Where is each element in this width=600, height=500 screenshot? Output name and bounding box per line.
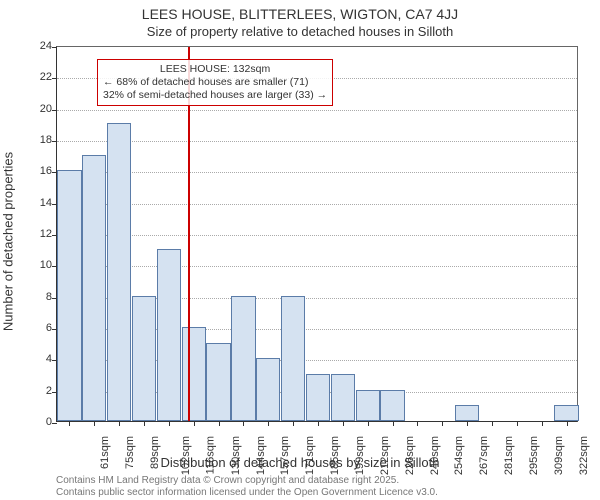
- x-tick: [442, 421, 443, 426]
- x-tick-label: 157sqm: [280, 436, 292, 475]
- x-tick-label: 240sqm: [429, 436, 441, 475]
- x-tick-label: 254sqm: [454, 436, 466, 475]
- bar: [182, 327, 206, 421]
- footer-attribution-2: Contains public sector information licen…: [56, 487, 438, 498]
- bar: [554, 405, 578, 421]
- x-tick-label: 322sqm: [578, 436, 590, 475]
- x-tick: [368, 421, 369, 426]
- x-tick-label: 102sqm: [180, 436, 192, 475]
- x-tick: [393, 421, 394, 426]
- bar: [157, 249, 181, 421]
- x-tick: [144, 421, 145, 426]
- bar: [281, 296, 305, 421]
- y-tick-label: 2: [46, 385, 52, 397]
- gridline: [57, 110, 577, 111]
- y-tick-label: 24: [40, 40, 52, 52]
- y-tick-label: 4: [46, 353, 52, 365]
- x-tick: [268, 421, 269, 426]
- gridline: [57, 141, 577, 142]
- x-tick-label: 226sqm: [404, 436, 416, 475]
- y-tick: [52, 78, 57, 79]
- callout-larger: 32% of semi-detached houses are larger (…: [103, 89, 327, 102]
- x-tick: [219, 421, 220, 426]
- x-tick: [69, 421, 70, 426]
- bar: [455, 405, 479, 421]
- x-tick-label: 281sqm: [503, 436, 515, 475]
- chart-subtitle: Size of property relative to detached ho…: [0, 24, 600, 39]
- x-tick-label: 89sqm: [149, 436, 161, 469]
- x-tick: [517, 421, 518, 426]
- gridline: [57, 204, 577, 205]
- y-tick-label: 14: [40, 197, 52, 209]
- bar: [380, 390, 404, 421]
- bar: [256, 358, 280, 421]
- chart-title: LEES HOUSE, BLITTERLEES, WIGTON, CA7 4JJ: [0, 6, 600, 22]
- plot-area: LEES HOUSE: 132sqm← 68% of detached hous…: [56, 46, 578, 422]
- y-tick-label: 0: [46, 416, 52, 428]
- x-tick-label: 61sqm: [99, 436, 111, 469]
- x-tick-label: 309sqm: [553, 436, 565, 475]
- x-tick: [119, 421, 120, 426]
- x-tick: [492, 421, 493, 426]
- x-tick: [417, 421, 418, 426]
- y-tick: [52, 423, 57, 424]
- bar: [206, 343, 230, 421]
- x-tick: [293, 421, 294, 426]
- gridline: [57, 172, 577, 173]
- callout-box: LEES HOUSE: 132sqm← 68% of detached hous…: [97, 59, 333, 106]
- bar: [306, 374, 330, 421]
- y-tick: [52, 110, 57, 111]
- y-tick: [52, 47, 57, 48]
- x-tick-label: 212sqm: [379, 436, 391, 475]
- x-tick: [243, 421, 244, 426]
- y-tick-label: 8: [46, 291, 52, 303]
- x-tick: [567, 421, 568, 426]
- y-tick: [52, 141, 57, 142]
- bar: [82, 155, 106, 421]
- y-tick-label: 16: [40, 165, 52, 177]
- x-tick: [94, 421, 95, 426]
- x-tick-label: 295sqm: [528, 436, 540, 475]
- bar: [57, 170, 81, 421]
- x-tick-label: 171sqm: [304, 436, 316, 475]
- x-tick-label: 199sqm: [354, 436, 366, 475]
- x-tick-label: 185sqm: [329, 436, 341, 475]
- x-tick-label: 75sqm: [124, 436, 136, 469]
- bar: [331, 374, 355, 421]
- x-tick-label: 144sqm: [255, 436, 267, 475]
- gridline: [57, 266, 577, 267]
- y-tick-label: 10: [40, 259, 52, 271]
- bar: [132, 296, 156, 421]
- x-tick-label: 130sqm: [230, 436, 242, 475]
- callout-smaller: ← 68% of detached houses are smaller (71…: [103, 76, 327, 89]
- x-tick: [194, 421, 195, 426]
- y-tick-label: 6: [46, 322, 52, 334]
- x-tick-label: 116sqm: [204, 436, 216, 474]
- callout-title: LEES HOUSE: 132sqm: [103, 63, 327, 76]
- chart-container: LEES HOUSE, BLITTERLEES, WIGTON, CA7 4JJ…: [0, 0, 600, 500]
- gridline: [57, 235, 577, 236]
- x-tick: [542, 421, 543, 426]
- y-tick-label: 18: [40, 134, 52, 146]
- bar: [231, 296, 255, 421]
- x-tick: [343, 421, 344, 426]
- bar: [107, 123, 131, 421]
- x-tick: [467, 421, 468, 426]
- y-tick-label: 20: [40, 103, 52, 115]
- x-tick: [318, 421, 319, 426]
- footer-attribution-1: Contains HM Land Registry data © Crown c…: [56, 475, 399, 486]
- y-axis-label: Number of detached properties: [1, 152, 16, 331]
- x-tick: [169, 421, 170, 426]
- y-tick-label: 12: [40, 228, 52, 240]
- y-tick-label: 22: [40, 71, 52, 83]
- bar: [356, 390, 380, 421]
- x-tick-label: 267sqm: [478, 436, 490, 475]
